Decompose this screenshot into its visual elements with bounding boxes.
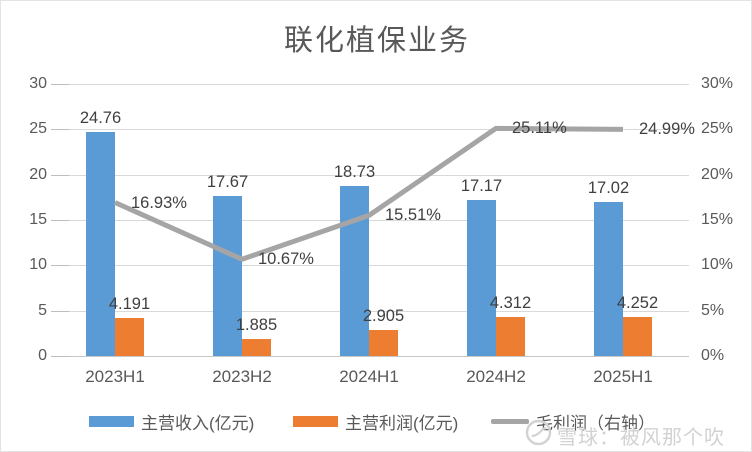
gridline [69,265,689,267]
y-axis-right-label: 20% [701,165,734,183]
profit-bar [496,316,525,356]
y-axis-left-label: 10 [29,256,47,274]
watermark-text: 雪球：被风那个吹 [557,426,725,449]
y-axis-tick [51,265,69,267]
gridline [69,129,689,131]
y-axis-right-label: 30% [701,75,734,92]
y-axis-right-label: 10% [701,256,734,274]
legend-item: 毛利润（右轴） [491,409,655,433]
bar-value-label: 4.312 [489,293,532,312]
y-axis-tick [51,174,69,176]
y-axis-tick [51,220,69,221]
y-axis-left-label: 30 [29,75,47,92]
xueqiu-snowball-logo-icon [525,419,552,451]
y-axis-left-label: 0 [38,347,47,364]
legend-item: 主营收入(亿元) [89,409,254,433]
bar-value-label: 17.17 [460,177,503,196]
legend-label: 主营收入(亿元) [141,413,255,433]
profit-bar [242,338,271,356]
line-point-label: 15.51% [385,206,441,225]
chart-title: 联化植保业务 [283,25,470,57]
x-axis-label: 2025H1 [593,367,653,386]
bar-value-label: 2.905 [362,306,405,325]
watermark: 雪球：被风那个吹 [525,419,725,451]
y-axis-left-label: 20 [29,165,47,183]
bar-value-label: 1.885 [235,315,278,334]
y-axis-right-label: 25% [701,120,734,138]
y-axis-left-label: 25 [29,120,47,138]
x-axis-label: 2024H2 [466,367,526,386]
revenue-bar [340,186,369,356]
bar-value-label: 18.73 [333,163,376,182]
bar-value-label: 24.76 [79,108,122,127]
line-point-label: 24.99% [639,120,695,139]
line-point-label: 25.11% [512,119,567,138]
legend-label: 毛利润（右轴） [536,413,655,433]
profit-bar [115,318,144,356]
y-axis-tick [51,310,69,312]
profit-bar [369,329,398,356]
line-point-label: 16.93% [131,193,187,212]
bar-value-label: 4.191 [108,295,151,313]
revenue-bar [467,200,496,356]
legend-bar-swatch [293,415,338,427]
margin-line [113,125,624,262]
gridline [69,84,689,85]
revenue-bar [86,131,115,356]
legend-line-swatch [491,418,529,424]
gridline [69,356,689,357]
line-point-label: 10.67% [258,250,314,269]
y-axis-left-label: 5 [38,301,47,319]
y-axis-right-label: 0% [701,347,725,364]
legend-bar-swatch [89,415,134,427]
y-axis-right-label: 5% [701,301,725,319]
y-axis-right-label: 15% [701,211,734,228]
x-axis-label: 2023H2 [212,367,272,386]
legend-label: 主营利润(亿元) [345,413,459,433]
bar-value-label: 17.02 [587,178,630,197]
x-axis-label: 2024H1 [339,367,399,386]
y-axis-left-label: 15 [29,211,47,228]
bar-value-label: 17.67 [206,172,249,191]
x-axis-label: 2023H1 [85,367,145,386]
y-axis-tick [51,356,69,357]
gridline [69,310,689,312]
profit-bar [623,317,652,356]
legend-item: 主营利润(亿元) [293,409,458,433]
y-axis-tick [51,84,69,85]
revenue-bar [594,201,623,356]
bar-value-label: 4.252 [616,294,659,313]
y-axis-tick [51,129,69,131]
